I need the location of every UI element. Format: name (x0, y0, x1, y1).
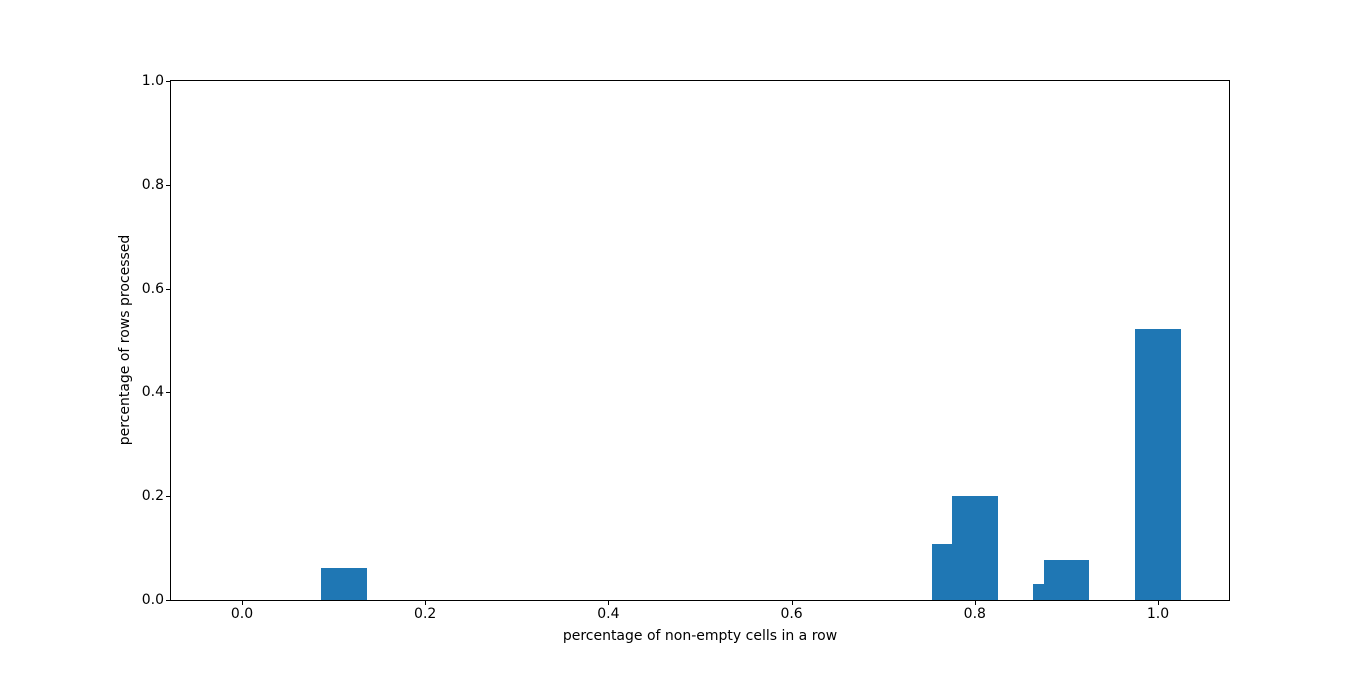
histogram-bar (320, 568, 367, 600)
x-tick-mark (1158, 601, 1159, 605)
y-tick-mark (166, 184, 170, 186)
x-tick-mark (974, 601, 976, 605)
y-tick-label: 0.6 (141, 280, 164, 297)
x-tick-label: 1.0 (1146, 606, 1170, 622)
y-tick-mark (166, 600, 170, 601)
x-tick-label: 0.4 (597, 606, 620, 622)
x-tick-mark (425, 601, 427, 605)
y-tick-label: 1.0 (141, 73, 164, 89)
x-axis-label: percentage of non-empty cells in a row (562, 628, 838, 644)
y-tick-mark (166, 496, 170, 498)
y-tick-label: 0.4 (141, 384, 164, 401)
y-tick-label: 0.0 (141, 592, 164, 608)
x-tick-label: 0.8 (963, 606, 986, 622)
histogram-bar (951, 496, 998, 600)
plot-area (170, 80, 1230, 601)
x-tick-label: 0.6 (780, 606, 803, 622)
x-tick-label: 0.2 (414, 606, 437, 622)
y-axis-label: percentage of rows processed (117, 234, 133, 446)
x-tick-label: 0.0 (230, 606, 254, 622)
y-tick-label: 0.2 (141, 488, 164, 505)
y-tick-mark (166, 288, 170, 290)
y-tick-mark (166, 81, 170, 82)
histogram-bar (1135, 328, 1181, 600)
x-tick-mark (608, 601, 610, 605)
x-tick-mark (791, 601, 793, 605)
y-tick-label: 0.8 (141, 176, 164, 193)
x-tick-mark (242, 601, 243, 605)
histogram-bar (1043, 560, 1090, 600)
y-tick-mark (166, 392, 170, 394)
